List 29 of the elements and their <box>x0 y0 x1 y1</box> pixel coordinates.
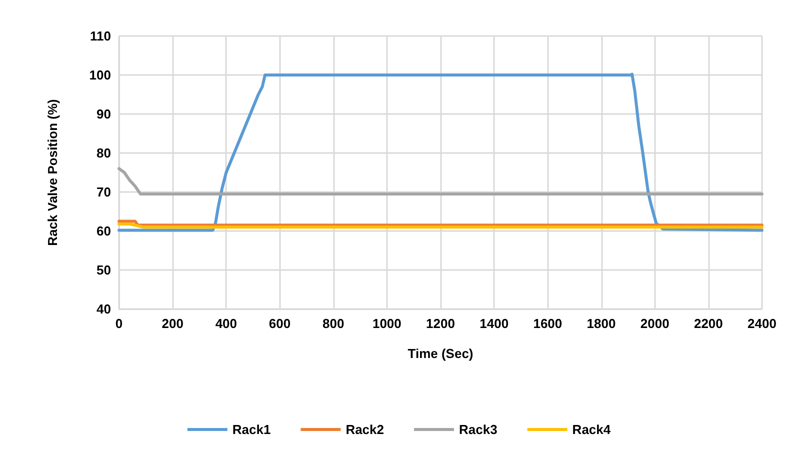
y-tick-label: 70 <box>96 184 111 200</box>
legend-label: Rack2 <box>346 422 384 437</box>
x-tick-label: 600 <box>268 316 291 331</box>
x-tick-label: 1200 <box>426 316 455 331</box>
legend-label: Rack1 <box>232 422 271 437</box>
line-series <box>118 167 764 196</box>
x-tick-label: 1400 <box>480 316 509 331</box>
x-axis-title: Time (Sec) <box>408 346 474 361</box>
legend-label: Rack4 <box>572 422 612 437</box>
x-tick-label: 2400 <box>748 316 776 331</box>
x-tick-label: 0 <box>115 316 123 331</box>
y-tick-label: 40 <box>96 302 111 316</box>
y-tick-label: 50 <box>96 262 111 278</box>
x-tick-label: 1000 <box>372 316 402 331</box>
x-tick-label: 400 <box>215 316 238 331</box>
x-tick-label: 1600 <box>533 316 562 331</box>
y-axis-title: Rack Valve Position (%) <box>45 99 60 246</box>
x-tick-label: 800 <box>322 316 344 331</box>
y-tick-label: 110 <box>90 28 111 44</box>
legend-label: Rack3 <box>459 422 498 437</box>
y-tick-label: 60 <box>96 224 111 238</box>
x-tick-label: 2000 <box>640 316 670 331</box>
x-tick-label: 1800 <box>586 316 616 331</box>
x-tick-label: 200 <box>162 316 184 331</box>
y-tick-label: 80 <box>96 146 111 160</box>
x-tick-label: 2200 <box>694 316 723 331</box>
y-tick-label: 100 <box>89 68 111 82</box>
y-tick-label: 90 <box>96 106 111 122</box>
line-series <box>118 72 764 232</box>
